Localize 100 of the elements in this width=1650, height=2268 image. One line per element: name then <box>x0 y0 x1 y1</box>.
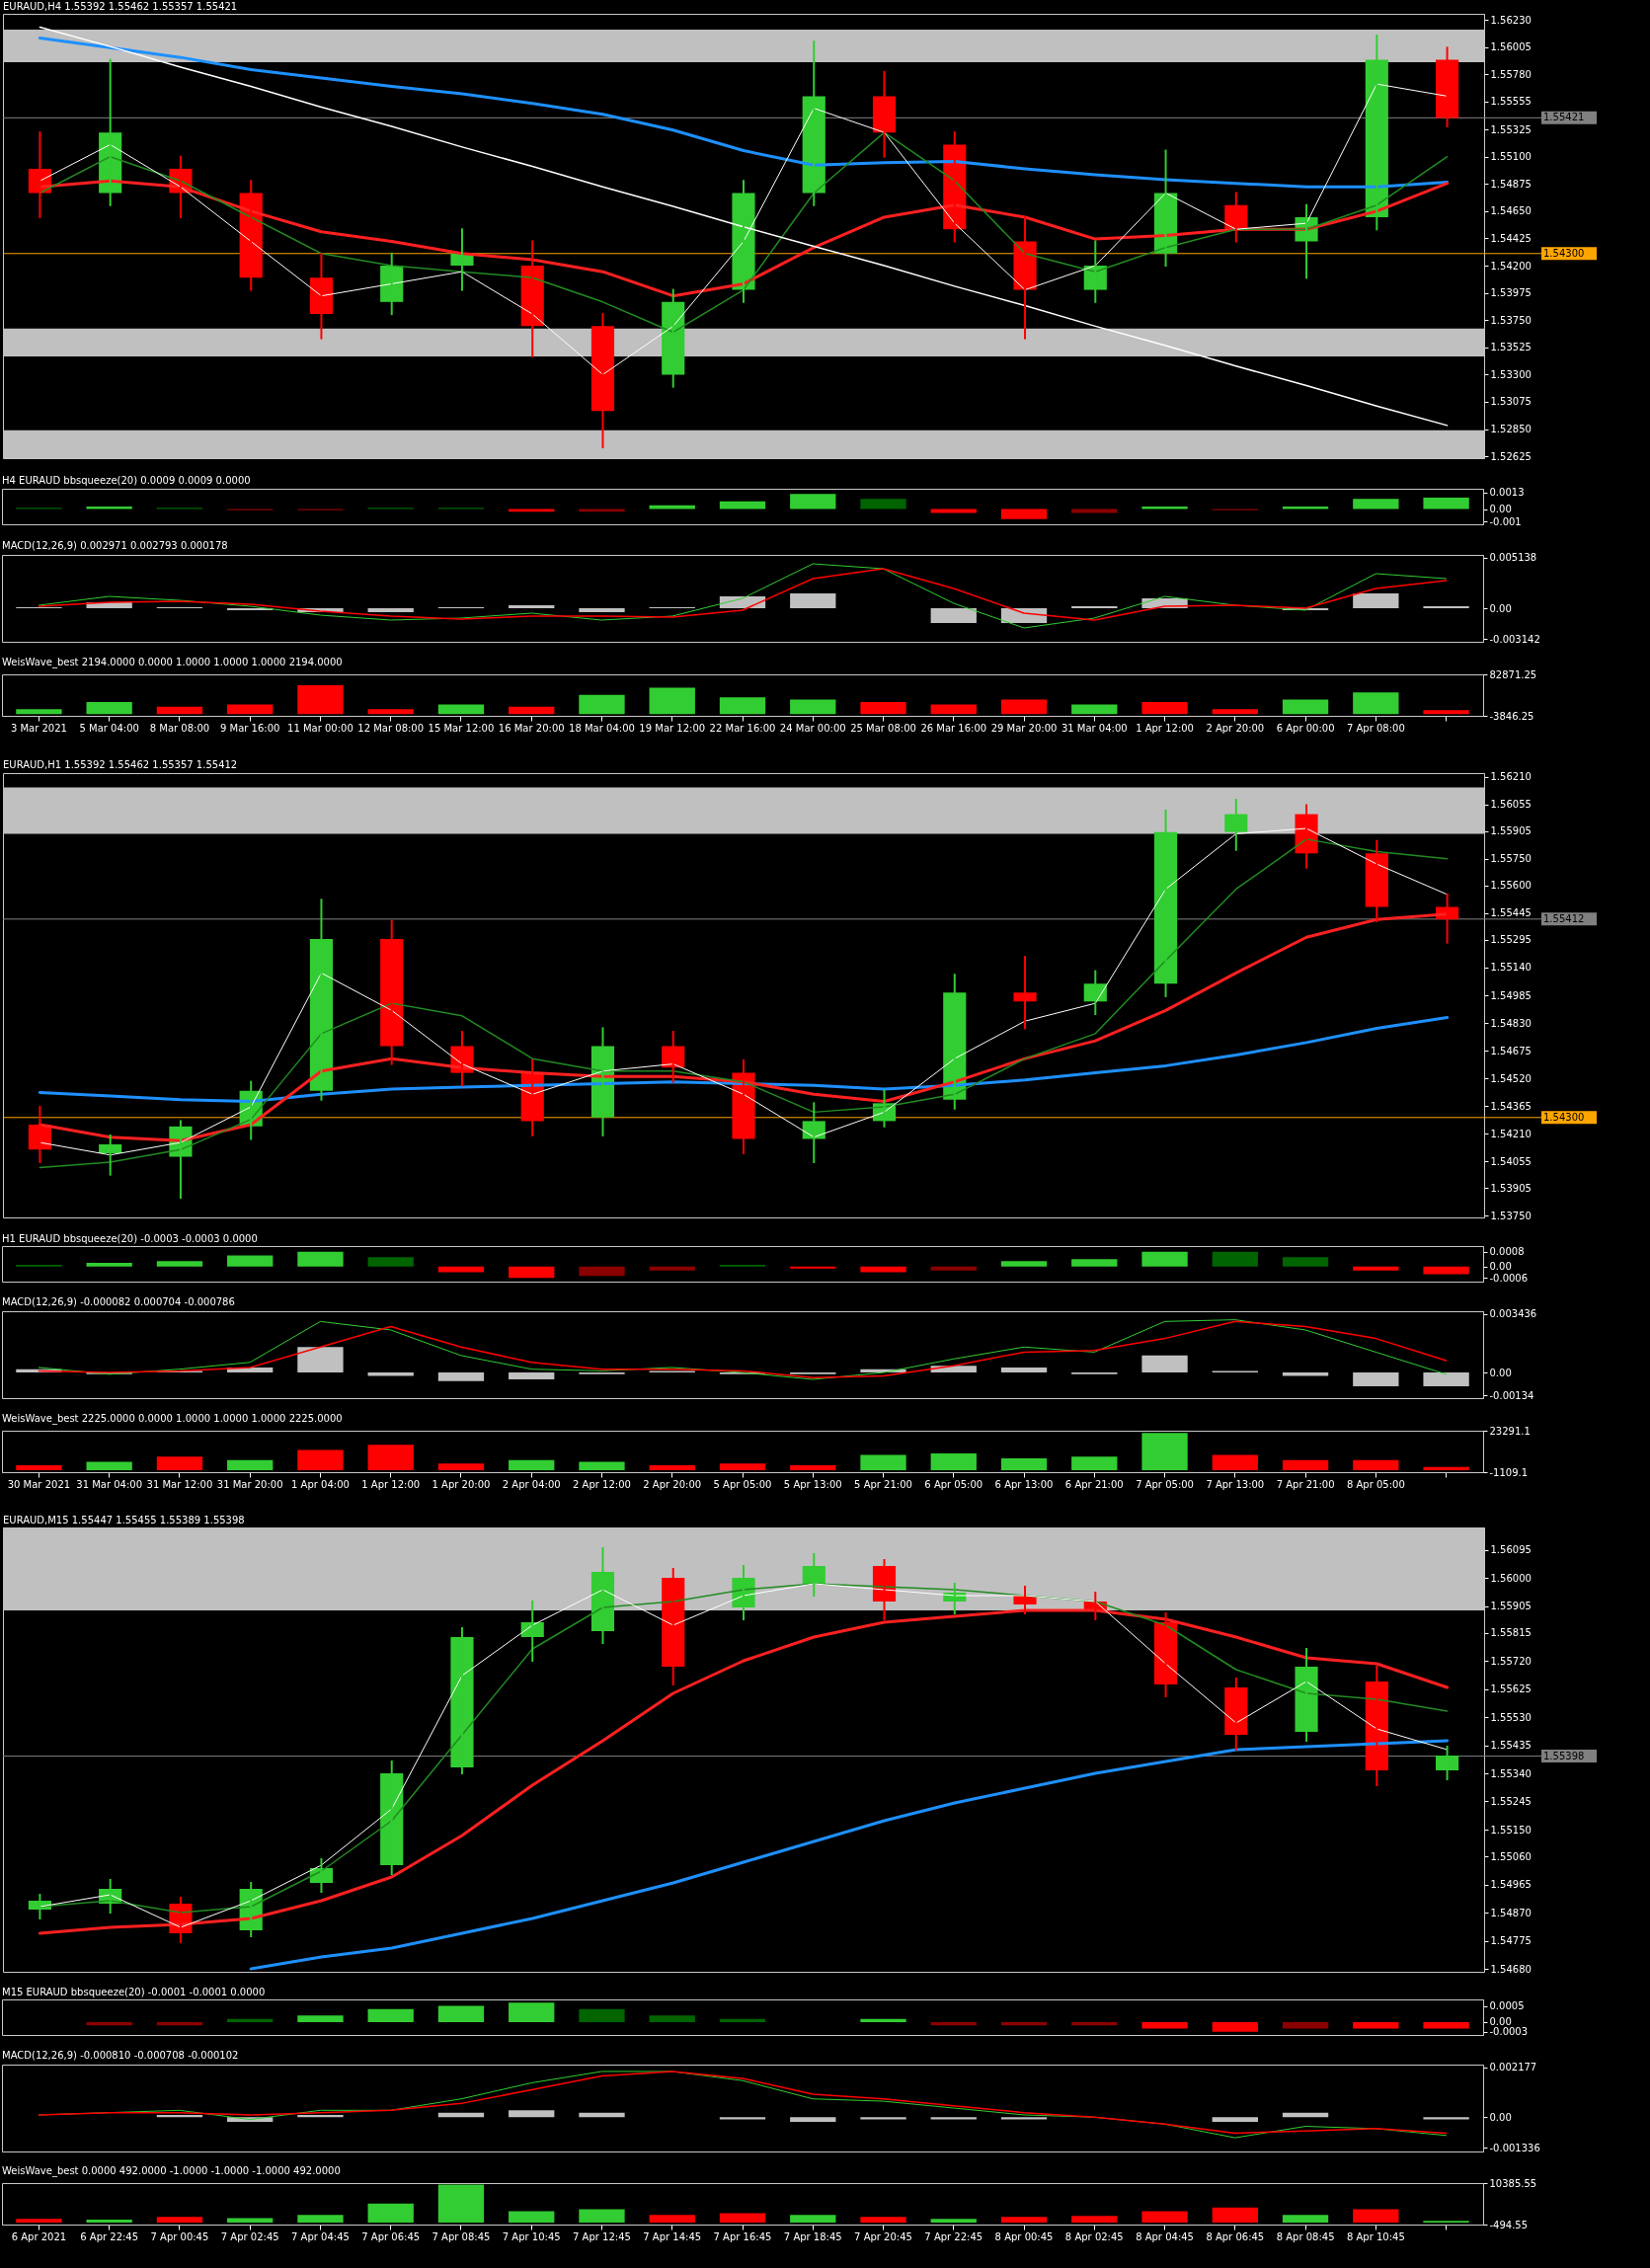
chart-title: H1 EURAUD bbsqueeze(20) -0.0003 -0.0003 0.0000 <box>2 1233 258 1244</box>
ref-line-label: 1.54300 <box>1543 247 1585 259</box>
x-tick-label: 24 Mar 00:00 <box>779 722 846 734</box>
y-tick-label: -0.001336 <box>1489 2142 1540 2153</box>
x-tick-label: 31 Mar 12:00 <box>146 1478 213 1490</box>
y-tick-label: 1.54210 <box>1490 1128 1532 1139</box>
x-tick-label: 6 Apr 00:00 <box>1276 722 1335 734</box>
ref-line-label: 1.54300 <box>1543 1111 1585 1123</box>
x-tick-label: 7 Apr 12:45 <box>573 2230 631 2242</box>
x-tick-label: 18 Mar 04:00 <box>569 722 635 734</box>
y-tick-label: 1.56055 <box>1490 799 1532 811</box>
x-tick-label: 7 Apr 05:00 <box>1136 1478 1194 1490</box>
x-tick-label: 8 Apr 04:45 <box>1136 2230 1194 2242</box>
x-tick-label: 8 Apr 00:45 <box>994 2230 1054 2242</box>
y-tick-label: 1.52850 <box>1490 424 1532 435</box>
x-tick-label: 7 Apr 02:45 <box>220 2230 279 2242</box>
y-tick-label: 1.54985 <box>1490 989 1532 1001</box>
y-tick-label: -3846.25 <box>1489 710 1534 722</box>
y-tick-label: -1109.1 <box>1489 1466 1529 1478</box>
y-tick-label: 0.00 <box>1489 1261 1512 1273</box>
x-tick-label: 7 Apr 10:45 <box>502 2230 561 2242</box>
chart-title: WeisWave_best 2194.0000 0.0000 1.0000 1.0000 1.0000 2194.0000 <box>2 657 343 668</box>
x-tick-label: 9 Mar 16:00 <box>219 722 280 734</box>
x-tick-label: 25 Mar 08:00 <box>850 722 916 734</box>
x-tick-label: 8 Apr 02:45 <box>1064 2230 1124 2242</box>
y-tick-label: 0.00 <box>1489 504 1512 515</box>
chart-title: MACD(12,26,9) -0.000810 -0.000708 -0.000102 <box>2 2049 239 2061</box>
chart-title: EURAUD,H1 1.55392 1.55462 1.55357 1.55412 <box>3 758 238 770</box>
x-tick-label: 6 Apr 22:45 <box>80 2230 139 2242</box>
ref-line-label: 1.55398 <box>1543 1750 1585 1761</box>
y-tick-label: 1.52625 <box>1490 450 1532 462</box>
y-tick-label: 1.55445 <box>1490 907 1532 919</box>
x-tick-label: 12 Mar 08:00 <box>357 722 425 734</box>
y-tick-label: 1.54965 <box>1490 1879 1532 1890</box>
y-tick-label: 1.54875 <box>1490 178 1532 190</box>
x-tick-label: 16 Mar 20:00 <box>498 722 565 734</box>
x-tick-label: 7 Apr 00:45 <box>150 2230 209 2242</box>
y-tick-label: 82871.25 <box>1489 668 1537 680</box>
x-tick-label: 1 Apr 12:00 <box>1136 722 1194 734</box>
y-tick-label: 1.54870 <box>1490 1907 1532 1918</box>
x-tick-label: 5 Apr 21:00 <box>854 1478 912 1490</box>
x-tick-label: 31 Mar 04:00 <box>76 1478 143 1490</box>
y-tick-label: 1.55295 <box>1490 934 1532 946</box>
chart-title: WeisWave_best 2225.0000 0.0000 1.0000 1.0000 1.0000 2225.0000 <box>2 1413 343 1425</box>
x-tick-label: 7 Apr 06:45 <box>361 2230 421 2242</box>
ref-line-label: 1.55421 <box>1543 112 1585 123</box>
y-tick-label: 1.54520 <box>1490 1072 1532 1084</box>
x-tick-label: 1 Apr 12:00 <box>361 1478 421 1490</box>
y-tick-label: 0.003436 <box>1489 1308 1537 1320</box>
chart-title: H4 EURAUD bbsqueeze(20) 0.0009 0.0009 0.0000 <box>2 474 251 486</box>
y-tick-label: 1.53975 <box>1490 287 1532 299</box>
x-tick-label: 8 Apr 06:45 <box>1206 2230 1265 2242</box>
x-tick-label: 19 Mar 12:00 <box>639 722 706 734</box>
y-tick-label: -0.003142 <box>1489 633 1540 645</box>
y-tick-label: 1.53525 <box>1490 342 1532 353</box>
x-tick-label: 2 Apr 20:00 <box>643 1478 702 1490</box>
x-tick-label: 1 Apr 20:00 <box>432 1478 491 1490</box>
x-tick-label: 2 Apr 20:00 <box>1206 722 1265 734</box>
y-tick-label: 1.55600 <box>1490 880 1532 892</box>
x-tick-label: 30 Mar 2021 <box>7 1478 71 1490</box>
y-tick-label: 0.00 <box>1489 1367 1512 1378</box>
y-tick-label: 1.55150 <box>1490 1824 1532 1836</box>
y-tick-label: 1.54830 <box>1490 1017 1532 1029</box>
x-tick-label: 7 Apr 18:45 <box>783 2230 842 2242</box>
y-tick-label: 1.56000 <box>1490 1572 1532 1584</box>
y-tick-label: 1.55555 <box>1490 96 1532 108</box>
y-tick-label: 1.55720 <box>1490 1655 1532 1667</box>
y-tick-label: 0.00 <box>1489 602 1512 614</box>
y-tick-label: -0.0006 <box>1489 1272 1529 1284</box>
y-tick-label: 0.0008 <box>1489 1246 1525 1258</box>
y-tick-label: 1.54365 <box>1490 1100 1532 1112</box>
y-tick-label: 1.55100 <box>1490 151 1532 163</box>
x-tick-label: 6 Apr 2021 <box>11 2230 67 2242</box>
y-tick-label: 1.56005 <box>1490 41 1532 53</box>
chart-title: MACD(12,26,9) 0.002971 0.002793 0.000178 <box>2 539 228 551</box>
x-tick-label: 2 Apr 12:00 <box>573 1478 631 1490</box>
chart-title: WeisWave_best 0.0000 492.0000 -1.0000 -1.0000 -1.0000 492.0000 <box>2 2165 341 2177</box>
x-tick-label: 7 Apr 14:45 <box>643 2230 702 2242</box>
y-tick-label: 1.55780 <box>1490 68 1532 80</box>
y-tick-label: -0.001 <box>1489 515 1522 527</box>
x-tick-label: 29 Mar 20:00 <box>990 722 1058 734</box>
y-tick-label: 1.56210 <box>1490 771 1532 783</box>
y-tick-label: 1.55905 <box>1490 1601 1532 1611</box>
y-tick-label: 0.00 <box>1489 2016 1512 2028</box>
x-tick-label: 7 Apr 22:45 <box>924 2230 983 2242</box>
y-tick-label: -0.00134 <box>1489 1389 1534 1401</box>
x-tick-label: 8 Apr 05:00 <box>1346 1478 1405 1490</box>
x-tick-label: 6 Apr 05:00 <box>924 1478 983 1490</box>
y-tick-label: 1.54650 <box>1490 205 1532 217</box>
y-tick-label: -494.55 <box>1489 2219 1529 2230</box>
y-tick-label: 1.53905 <box>1490 1182 1532 1194</box>
x-tick-label: 5 Mar 04:00 <box>79 722 139 734</box>
x-tick-label: 7 Apr 08:45 <box>432 2230 491 2242</box>
x-tick-label: 5 Apr 13:00 <box>783 1478 842 1490</box>
y-tick-label: 1.55340 <box>1490 1767 1532 1779</box>
x-tick-label: 8 Apr 10:45 <box>1346 2230 1405 2242</box>
y-tick-label: 1.55435 <box>1490 1740 1532 1751</box>
ref-line-label: 1.55412 <box>1543 912 1585 924</box>
y-tick-label: 0.0013 <box>1489 487 1525 499</box>
x-tick-label: 8 Mar 08:00 <box>149 722 210 734</box>
